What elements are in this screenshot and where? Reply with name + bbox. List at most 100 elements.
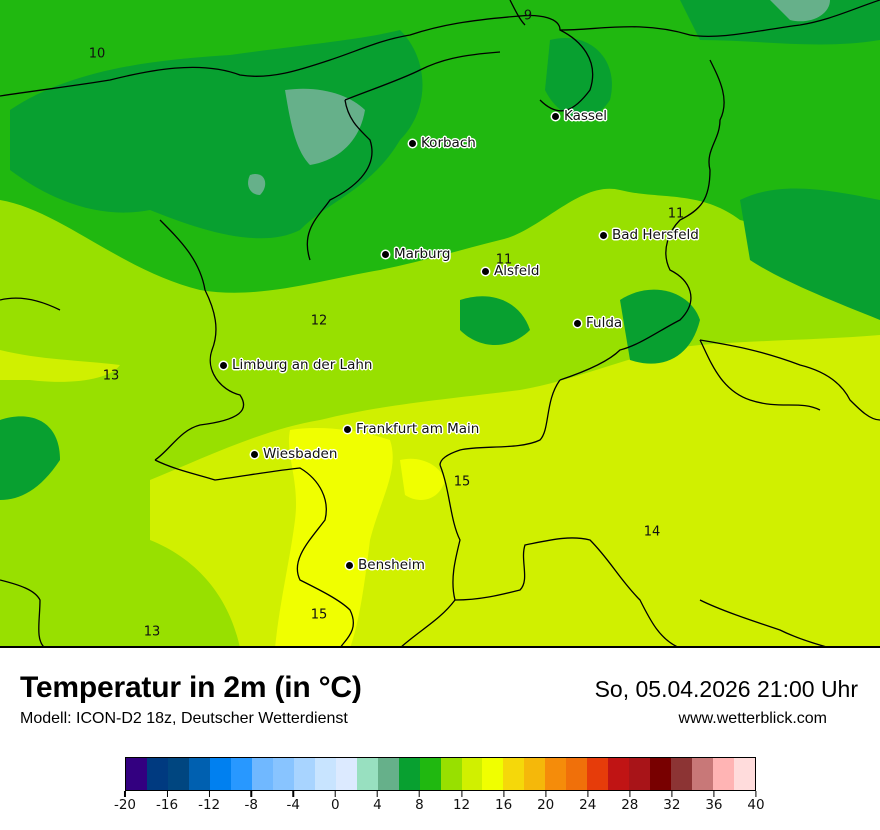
contour-label: 11 [667,206,685,222]
colorbar-tick: 0 [331,791,340,813]
colorbar-bin [608,758,630,790]
colorbar-bin [566,758,588,790]
colorbar-tick: -4 [287,791,300,813]
city-label: Fulda [586,315,623,331]
contour-label: 10 [88,46,106,62]
tick-mark [671,791,673,797]
colorbar-bin [272,758,294,790]
tick-label: 32 [663,797,681,813]
colorbar-tick: 16 [495,791,512,813]
tick-mark [629,791,631,797]
tick-mark [124,791,126,797]
contour-label: 14 [643,524,661,540]
colorbar-ticks: -20 -16 -12 -8 -4 0 4 8 12 16 20 24 28 32 36 40 [114,791,765,821]
colorbar-tick: -12 [198,791,220,813]
colorbar-bin [587,758,609,790]
tick-label: -12 [198,797,221,813]
colorbar-tick: 24 [579,791,596,813]
tick-mark [713,791,715,797]
tick-mark [376,791,378,797]
colorbar-bin [146,758,168,790]
colorbar-tick: 36 [705,791,723,813]
tick-label: -8 [244,797,258,813]
tick-mark [418,791,421,797]
colorbar-bin [713,758,735,790]
tick-mark [208,791,210,797]
colorbar-bin [251,758,273,790]
city-korbach: Korbach [409,135,476,151]
city-marburg: Marburg [382,246,450,262]
city-label: Frankfurt am Main [356,421,480,437]
colorbar-tick: 12 [453,791,470,813]
colorbar-bin [671,758,693,790]
tick-label: 24 [579,797,597,813]
temperature-field [0,0,880,646]
temperature-map: 10 9 11 11 12 13 15 14 15 13 Kassel Korb… [0,0,880,648]
tick-label: 16 [495,797,513,813]
colorbar-bin [629,758,651,790]
colorbar-bin [692,758,714,790]
colorbar-bin [293,758,315,790]
contour-label: 11 [495,252,513,268]
forecast-datetime: So, 05.04.2026 21:00 Uhr [594,676,858,702]
tick-mark [503,791,505,797]
city-label: Limburg an der Lahn [232,357,373,373]
colorbar-bin [314,758,336,790]
colorbar-tick: -8 [244,791,258,813]
website-link[interactable]: www.wetterblick.com [678,710,827,727]
city-marker-icon [482,267,489,275]
city-label: Alsfeld [494,263,540,279]
contour-label: 9 [523,8,533,24]
city-marker-icon [574,319,581,327]
city-wiesbaden: Wiesbaden [251,446,337,462]
city-label: Wiesbaden [263,446,338,462]
colorbar-tick: 4 [373,791,382,813]
colorbar-tick: 28 [621,791,638,813]
tick-label: 0 [331,797,340,813]
tick-mark [250,791,252,797]
colorbar-bin [209,758,231,790]
tick-mark [755,791,757,797]
tick-label: 8 [415,797,424,813]
colorbar-bin [335,758,357,790]
colorbar-tick: 40 [747,791,765,813]
contour-label: 13 [102,368,120,384]
colorbar-bin [188,758,210,790]
city-marker-icon [220,361,227,369]
city-limburg: Limburg an der Lahn [220,357,372,373]
tick-label: 28 [621,797,639,813]
colorbar-bin [126,758,147,790]
temperature-colorbar [125,757,756,791]
tick-mark [334,791,336,797]
city-label: Kassel [564,108,608,124]
colorbar-bin [650,758,672,790]
city-bad-hersfeld: Bad Hersfeld [600,227,699,243]
tick-label: 12 [452,797,471,813]
tick-mark [460,791,463,797]
tick-label: -16 [156,797,179,813]
city-marker-icon [251,450,258,458]
contour-label: 13 [143,624,161,640]
model-source: Modell: ICON-D2 18z, Deutscher Wetterdie… [20,710,348,727]
colorbar-bin [461,758,483,790]
colorbar-bin [524,758,546,790]
colorbar-bin [734,758,756,790]
city-marker-icon [346,561,353,569]
tick-label: 40 [747,797,765,813]
tick-label: -20 [113,797,137,813]
city-kassel: Kassel [552,108,607,124]
city-label: Korbach [421,135,476,151]
colorbar-tick: -16 [156,791,178,813]
city-bensheim: Bensheim [346,557,425,573]
colorbar-bin [377,758,399,790]
city-marker-icon [409,139,416,147]
colorbar-bin [356,758,378,790]
colorbar-tick: 8 [415,791,424,813]
city-label: Bad Hersfeld [612,227,699,243]
city-marker-icon [344,425,351,433]
colorbar-tick: 32 [663,791,680,813]
city-label: Bensheim [358,557,425,573]
city-alsfeld: Alsfeld [482,263,539,279]
colorbar-bin [398,758,420,790]
city-fulda: Fulda [574,315,622,331]
